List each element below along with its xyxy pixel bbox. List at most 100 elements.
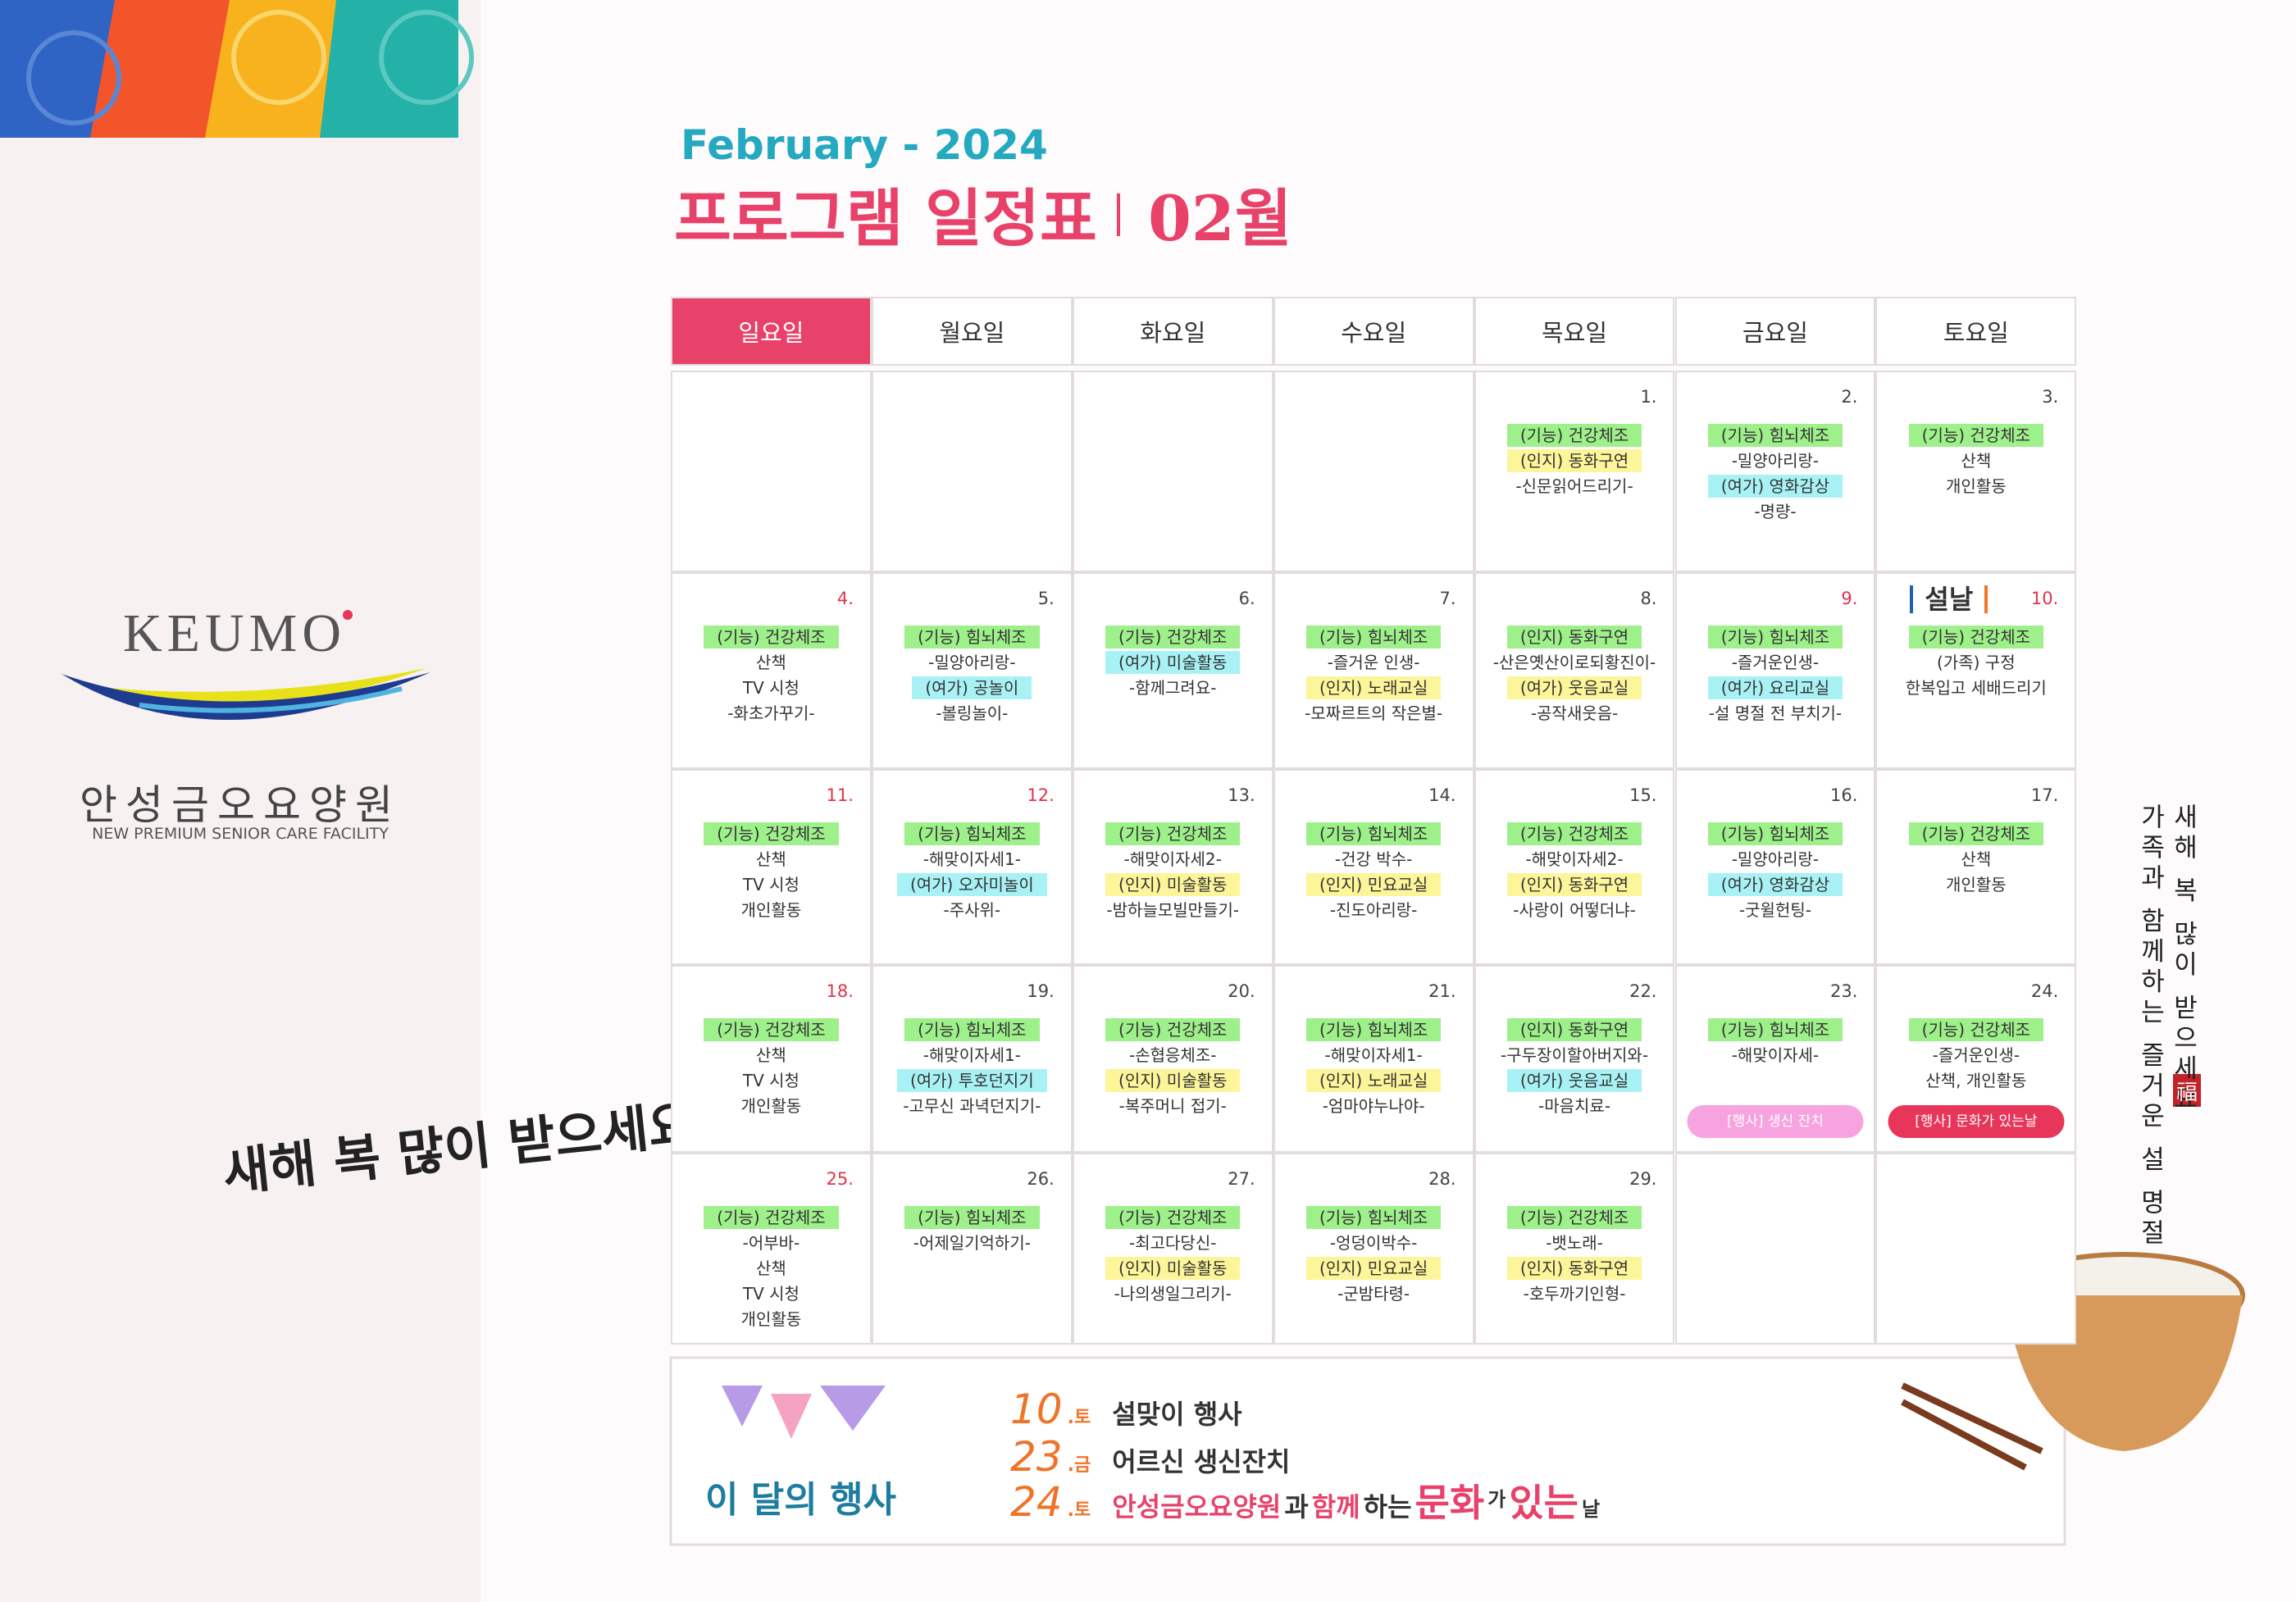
activity-text: (기능) 힘뇌체조 bbox=[1305, 822, 1442, 845]
activity-text: -사랑이 어떻더냐- bbox=[1513, 900, 1636, 920]
activity: (인지) 동화구연 bbox=[1476, 625, 1674, 650]
day-number: 12. bbox=[1027, 785, 1055, 805]
activity: (여가) 웃음교실 bbox=[1476, 1068, 1674, 1094]
activity-text: (기능) 건강체조 bbox=[704, 1206, 839, 1229]
activity: -군밤타령- bbox=[1275, 1281, 1473, 1307]
activity-text: -해맞이자세2- bbox=[1525, 849, 1624, 869]
activity-list: (기능) 건강체조 -해맞이자세2- (인지) 미술활동 -밤하늘모빌만들기- bbox=[1074, 821, 1272, 923]
activity: -주사위- bbox=[873, 898, 1071, 923]
activity: -해맞이자세2- bbox=[1476, 847, 1674, 872]
activity: TV 시청 bbox=[672, 676, 870, 701]
activity: (기능) 힘뇌체조 bbox=[1677, 1017, 1875, 1043]
activity-text: (여가) 영화감상 bbox=[1707, 873, 1843, 896]
activity-text: (기능) 건강체조 bbox=[1506, 424, 1642, 447]
weekday-header: 목요일 bbox=[1474, 297, 1675, 366]
day-cell: 5. (기능) 힘뇌체조 -밀양아리랑- (여가) 공놀이 -볼링놀이- bbox=[871, 572, 1073, 769]
activity: (기능) 힘뇌체조 bbox=[873, 821, 1071, 847]
event-text-part: 있는 bbox=[1509, 1481, 1578, 1525]
activity-list: (기능) 힘뇌체조 -엉덩이박수- (인지) 민요교실 -군밤타령- bbox=[1275, 1205, 1473, 1307]
activity-list: (기능) 힘뇌체조 -건강 박수- (인지) 민요교실 -진도아리랑- bbox=[1275, 821, 1473, 923]
activity-text: 개인활동 bbox=[1946, 476, 2007, 496]
day-cell bbox=[1875, 1153, 2077, 1345]
stamp: 福 bbox=[2175, 1081, 2198, 1105]
activity: -공작새웃음- bbox=[1476, 701, 1674, 726]
activity-text: -밤하늘모빌만들기- bbox=[1106, 900, 1240, 920]
activity: (인지) 민요교실 bbox=[1275, 872, 1473, 898]
day-number: 28. bbox=[1428, 1169, 1456, 1189]
day-cell: 18. (기능) 건강체조 산책 TV 시청 개인활동 bbox=[671, 965, 872, 1153]
event-text-part: 날 bbox=[1581, 1498, 1601, 1521]
day-number: 16. bbox=[1829, 785, 1858, 805]
day-cell: 15. (기능) 건강체조 -해맞이자세2- (인지) 동화구연 -사랑이 어떻더냐- bbox=[1474, 769, 1675, 965]
holiday-label: 설날 bbox=[1910, 585, 1988, 613]
activity-list: (기능) 힘뇌체조 -해맞이자세1- (여가) 오자미놀이 -주사위- bbox=[873, 821, 1071, 923]
day-cell: 11. (기능) 건강체조 산책 TV 시청 개인활동 bbox=[671, 769, 872, 965]
event-dow: .토 bbox=[1067, 1408, 1091, 1428]
day-cell: 10. 설날 (기능) 건강체조 (가족) 구정 한복입고 세배드리기 bbox=[1875, 572, 2077, 769]
activity-text: (기능) 힘뇌체조 bbox=[904, 822, 1040, 845]
day-cell: 4. (기능) 건강체조 산책 TV 시청 -화초가꾸기- bbox=[671, 572, 872, 769]
day-cell: 22. (인지) 동화구연 -구두장이할아버지와- (여가) 웃음교실 -마음치료- bbox=[1474, 965, 1675, 1153]
activity-text: -산은옛산이로되황진이- bbox=[1492, 653, 1656, 672]
day-number: 22. bbox=[1629, 981, 1657, 1001]
activity-text: 산책 bbox=[1961, 849, 1992, 869]
activity: (여가) 오자미놀이 bbox=[873, 872, 1071, 898]
activity-text: -고무신 과녁던지기- bbox=[903, 1096, 1041, 1116]
activity: 개인활동 bbox=[1877, 872, 2075, 898]
day-cell: 1. (기능) 건강체조 (인지) 동화구연 -신문읽어드리기- bbox=[1474, 371, 1675, 572]
activity-text: (인지) 미술활동 bbox=[1105, 873, 1241, 896]
activity-list: (기능) 건강체조 -최고다당신- (인지) 미술활동 -나의생일그리기- bbox=[1074, 1205, 1272, 1307]
activity: (여가) 웃음교실 bbox=[1476, 676, 1674, 701]
day-number: 5. bbox=[1037, 589, 1055, 608]
event-text-part: 하는 bbox=[1363, 1491, 1412, 1522]
activity-text: (기능) 힘뇌체조 bbox=[1305, 626, 1442, 649]
activity-text: 산책 bbox=[756, 849, 786, 869]
activity-text: (기능) 건강체조 bbox=[704, 626, 839, 649]
activity: -산은옛산이로되황진이- bbox=[1476, 650, 1674, 676]
activity: -어부바- bbox=[672, 1231, 870, 1256]
day-number: 24. bbox=[2030, 981, 2059, 1001]
activity-text: (여가) 영화감상 bbox=[1707, 475, 1843, 498]
activity: (인지) 미술활동 bbox=[1074, 1256, 1272, 1281]
activity-list: (기능) 건강체조 산책 TV 시청 개인활동 bbox=[672, 821, 870, 923]
day-cell: 9. (기능) 힘뇌체조 -즐거운인생- (여가) 요리교실 -설 명절 전 부치기- bbox=[1674, 572, 1876, 769]
activity-list: (기능) 힘뇌체조 -밀양아리랑- (여가) 영화감상 -명량- bbox=[1677, 423, 1875, 525]
activity: -함께그려요- bbox=[1074, 676, 1272, 701]
brand-tagline: NEW PREMIUM SENIOR CARE FACILITY bbox=[92, 825, 389, 843]
activity: -굿윌헌팅- bbox=[1677, 898, 1875, 923]
title: 프로그램 일정표 bbox=[674, 182, 1097, 255]
activity: (기능) 건강체조 bbox=[1877, 1017, 2075, 1043]
day-cell: 13. (기능) 건강체조 -해맞이자세2- (인지) 미술활동 -밤하늘모빌만들기- bbox=[1072, 769, 1273, 965]
activity-list: (기능) 힘뇌체조 -해맞이자세1- (여가) 투호던지기 -고무신 과녁던지기- bbox=[873, 1017, 1071, 1119]
activity: (여가) 요리교실 bbox=[1677, 676, 1875, 701]
events-title: 이 달의 행사 bbox=[705, 1479, 897, 1521]
activity-text: -즐거운인생- bbox=[1731, 653, 1820, 672]
day-number: 20. bbox=[1228, 981, 1255, 1001]
activity-text: (인지) 노래교실 bbox=[1305, 1069, 1442, 1092]
activity: -볼링놀이- bbox=[873, 701, 1071, 726]
day-cell: 21. (기능) 힘뇌체조 -해맞이자세1- (인지) 노래교실 -엄마야누나야- bbox=[1273, 965, 1474, 1153]
activity-list: (기능) 건강체조 -즐거운인생- 산책, 개인활동 bbox=[1877, 1017, 2075, 1094]
activity: -뱃노래- bbox=[1476, 1231, 1674, 1256]
activity: (인지) 동화구연 bbox=[1476, 1256, 1674, 1281]
activity-list: (기능) 건강체조 산책 개인활동 bbox=[1877, 821, 2075, 898]
activity: (인지) 노래교실 bbox=[1275, 676, 1473, 701]
event-text: 설맞이 행사 bbox=[1112, 1399, 1242, 1430]
event-row: 23 .금 어르신 생신잔치 bbox=[1010, 1433, 1290, 1481]
activity-list: (기능) 힘뇌체조 -해맞이자세1- (인지) 노래교실 -엄마야누나야- bbox=[1275, 1017, 1473, 1119]
activity-text: (인지) 동화구연 bbox=[1506, 1018, 1642, 1041]
activity: -복주머니 접기- bbox=[1074, 1094, 1272, 1119]
event-text-part: 가 bbox=[1487, 1488, 1506, 1512]
activity-text: -명량- bbox=[1754, 502, 1797, 521]
activity: -밀양아리랑- bbox=[873, 650, 1071, 676]
activity: (인지) 노래교실 bbox=[1275, 1068, 1473, 1094]
day-number: 3. bbox=[2042, 387, 2059, 407]
activity: (인지) 미술활동 bbox=[1074, 872, 1272, 898]
activity-text: -함께그려요- bbox=[1129, 678, 1217, 698]
day-number: 19. bbox=[1027, 981, 1055, 1001]
day-cell: 25. (기능) 건강체조 -어부바- 산책 TV 시청 개인활동 bbox=[671, 1153, 872, 1345]
activity: -밀양아리랑- bbox=[1677, 847, 1875, 872]
day-cell bbox=[871, 371, 1073, 572]
activity: (기능) 건강체조 bbox=[1074, 1205, 1272, 1231]
activity: (기능) 힘뇌체조 bbox=[873, 625, 1071, 650]
